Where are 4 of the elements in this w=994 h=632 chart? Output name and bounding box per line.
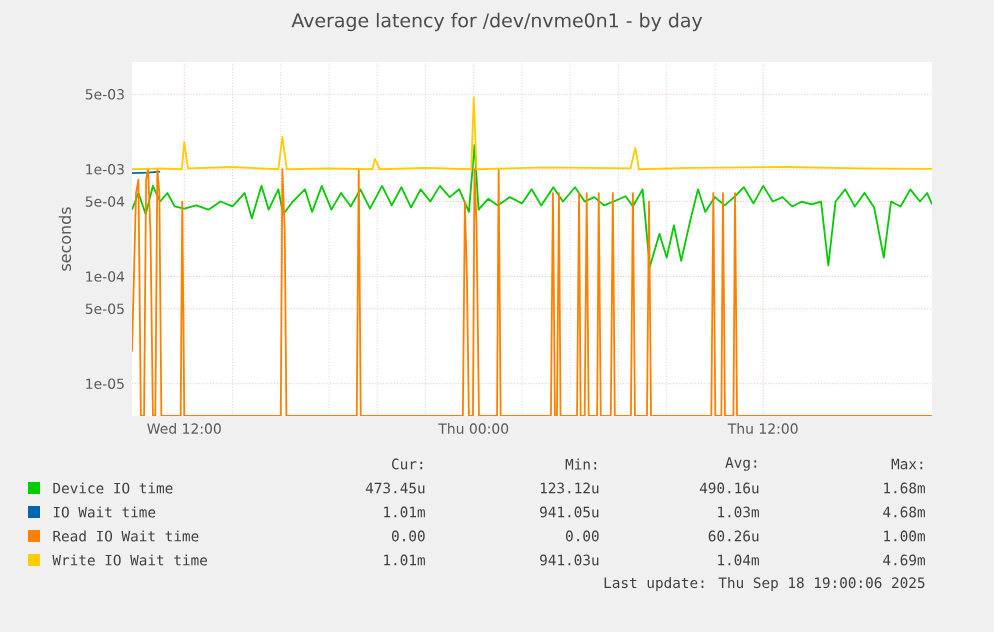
chart-title: Average latency for /dev/nvme0n1 - by day — [291, 12, 703, 32]
line-series — [132, 168, 933, 417]
line-series — [132, 96, 933, 171]
line-series — [132, 144, 933, 268]
